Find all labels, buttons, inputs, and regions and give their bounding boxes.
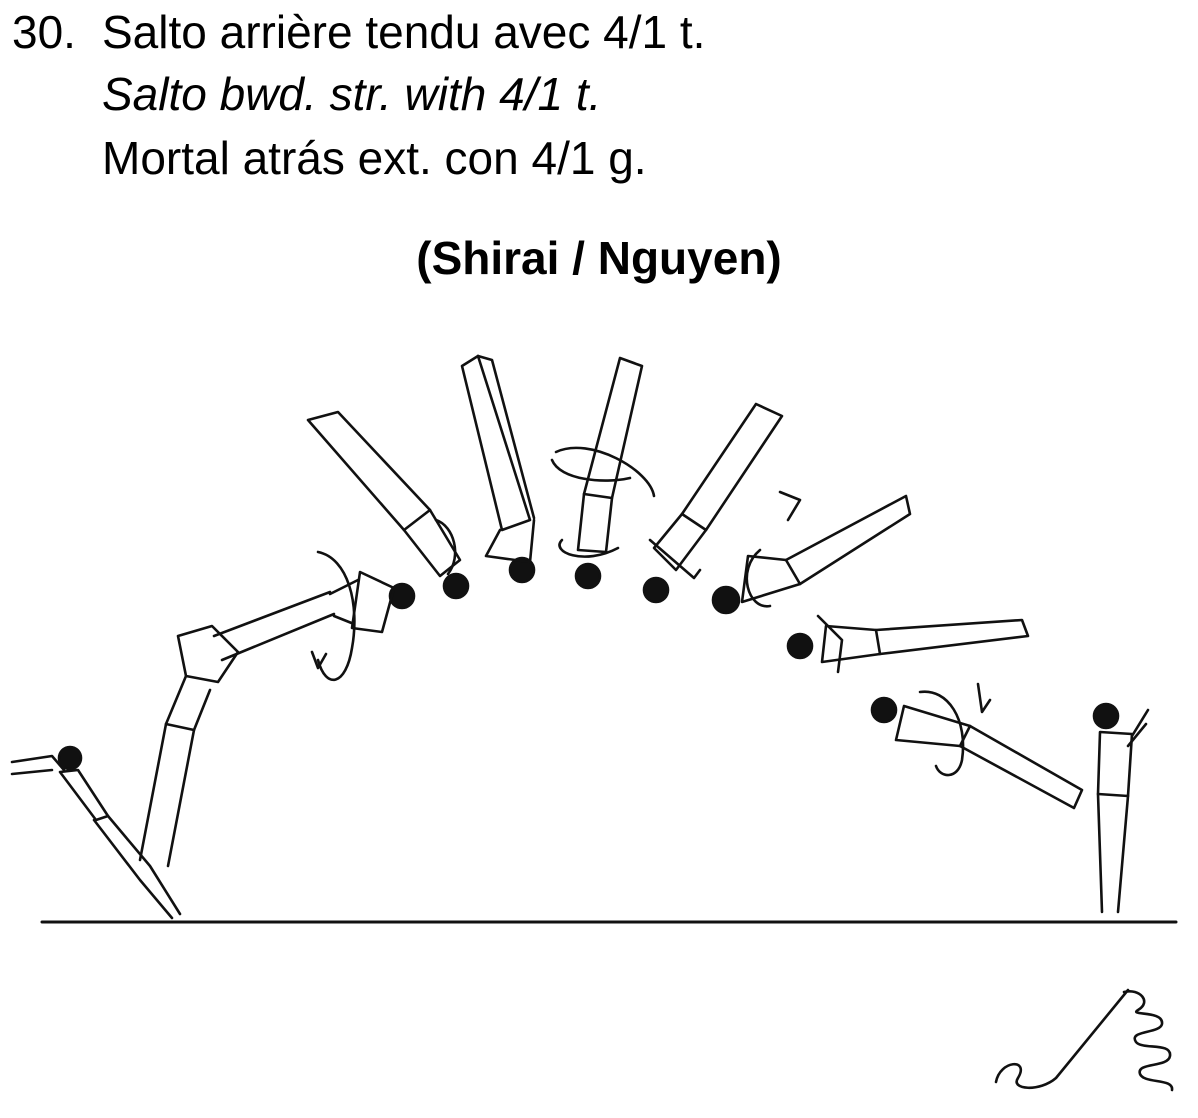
gymnast-figure-twist-8 [870, 682, 1084, 810]
gymnast-figure-twist-3 [460, 354, 536, 584]
gymnast-figure-rising [138, 590, 336, 868]
gymnast-figure-landing [1092, 702, 1150, 914]
gymnast-figure-twist-4 [550, 356, 656, 590]
gymnast-figure-twist-5 [642, 402, 784, 604]
element-number: 30. [12, 6, 76, 58]
spring-floor-symbol [994, 988, 1174, 1092]
element-named-after: (Shirai / Nguyen) [416, 232, 782, 284]
gymnast-figure-twist-7 [786, 614, 1030, 674]
element-name-spanish: Mortal atrás ext. con 4/1 g. [102, 132, 647, 184]
gymnast-figure-takeoff [10, 745, 182, 920]
element-name-english: Salto bwd. str. with 4/1 t. [102, 68, 602, 120]
element-name-french: Salto arrière tendu avec 4/1 t. [102, 6, 706, 58]
gymnast-figure-twist-6 [711, 490, 912, 615]
gymnast-figure-twist-2 [306, 410, 470, 600]
gymnast-figure-twist-1 [310, 550, 416, 681]
